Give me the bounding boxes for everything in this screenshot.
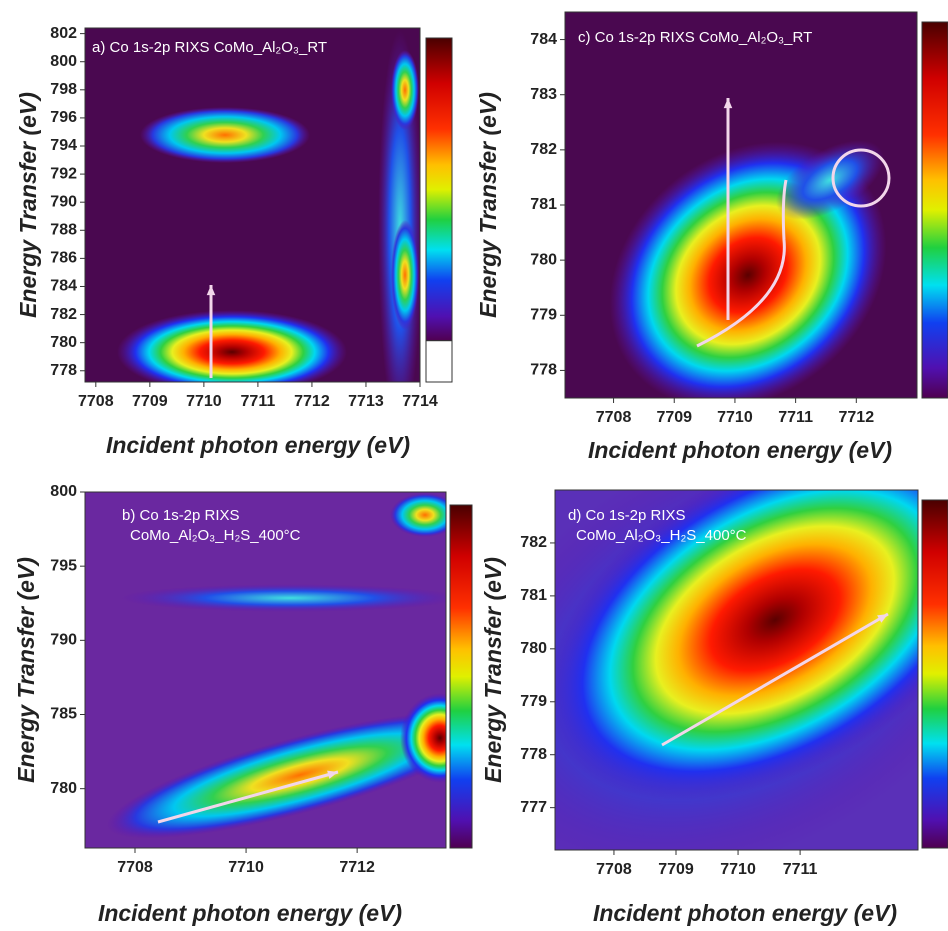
arrow-head <box>327 770 338 779</box>
x-tick-label: 7711 <box>778 409 813 426</box>
intensity-region <box>140 107 310 163</box>
y-tick-label: 786 <box>50 250 77 267</box>
y-tick-label: 790 <box>50 632 77 649</box>
y-axis-label: Energy Transfer (eV) <box>15 92 41 318</box>
arrow-head <box>877 614 888 623</box>
x-tick-label: 7710 <box>186 393 222 410</box>
arrow <box>661 612 889 747</box>
y-tick-label: 784 <box>50 278 77 295</box>
intensity-region <box>117 310 347 382</box>
x-tick-label: 7708 <box>117 859 153 876</box>
highlight-circle <box>831 148 891 208</box>
y-tick-label: 781 <box>520 587 547 604</box>
y-tick-label: 778 <box>520 746 547 763</box>
x-tick-label: 7713 <box>348 393 384 410</box>
y-tick-label: 780 <box>520 640 547 657</box>
x-tick-label: 7708 <box>596 861 632 878</box>
intensity-region <box>391 50 419 130</box>
y-tick-label: 778 <box>50 362 77 379</box>
x-tick-label: 7712 <box>339 859 375 876</box>
heatmap <box>565 12 917 398</box>
y-tick-label: 780 <box>50 334 77 351</box>
x-tick-label: 7709 <box>658 861 694 878</box>
x-tick-label: 7711 <box>241 393 276 410</box>
x-tick-label: 7710 <box>717 409 753 426</box>
x-tick-label: 7709 <box>656 409 692 426</box>
panel: 7708 7709 7710 7711 777 778 779 780 781 782 d) Co … <box>480 489 948 926</box>
y-tick-label: 779 <box>530 307 557 324</box>
y-axis-label: Energy Transfer (eV) <box>480 557 506 783</box>
x-tick-label: 7708 <box>78 393 114 410</box>
plot-frame <box>84 491 447 849</box>
arrow <box>157 770 339 824</box>
arrow-head <box>723 98 733 109</box>
trend-curve <box>696 179 788 348</box>
x-tick-label: 7714 <box>402 393 438 410</box>
plot-frame <box>554 489 919 851</box>
intensity-region <box>555 490 918 801</box>
y-tick-label: 780 <box>530 251 557 268</box>
x-tick-label: 7710 <box>228 859 264 876</box>
intensity-region <box>391 220 419 330</box>
y-tick-label: 796 <box>50 109 77 126</box>
y-tick-label: 778 <box>530 362 557 379</box>
y-axis-label: Energy Transfer (eV) <box>475 92 501 318</box>
y-tick-label: 800 <box>50 483 77 500</box>
y-tick-label: 802 <box>50 25 77 42</box>
x-tick-label: 7709 <box>132 393 168 410</box>
y-tick-label: 788 <box>50 222 77 239</box>
y-tick-label: 798 <box>50 81 77 98</box>
intensity-region <box>400 693 446 783</box>
x-axis-label: Incident photon energy (eV) <box>593 900 897 926</box>
y-tick-label: 795 <box>50 557 77 574</box>
panel-title: c) Co 1s-2p RIXS CoMo_Al₂O₃_RT <box>578 29 812 46</box>
colorbar <box>425 37 453 342</box>
panel-title: CoMo_Al₂O₃_H₂S_400°C <box>576 527 747 544</box>
panel-title: a) Co 1s-2p RIXS CoMo_Al₂O₃_RT <box>92 39 327 56</box>
panel-title: d) Co 1s-2p RIXS <box>568 507 686 524</box>
panel: 7708 7709 7710 7711 7712 778 779 780 781 782 783 78… <box>475 11 948 463</box>
x-tick-label: 7711 <box>783 861 818 878</box>
panel-title: CoMo_Al₂O₃_H₂S_400°C <box>130 527 301 544</box>
x-tick-label: 7710 <box>720 861 756 878</box>
y-tick-label: 794 <box>50 137 77 154</box>
x-axis-label: Incident photon energy (eV) <box>588 437 892 463</box>
y-tick-label: 800 <box>50 53 77 70</box>
y-tick-label: 777 <box>520 799 547 816</box>
colorbar <box>921 499 948 849</box>
x-tick-label: 7708 <box>596 409 632 426</box>
y-tick-label: 784 <box>530 31 557 48</box>
heatmap <box>85 28 420 382</box>
y-tick-label: 780 <box>50 780 77 797</box>
heatmap <box>555 490 918 850</box>
y-tick-label: 782 <box>530 141 557 158</box>
plot-frame <box>84 27 421 383</box>
panel: 7708 7710 7712 780 785 790 795 800 b) Co 1s-2p R… <box>13 483 473 926</box>
x-tick-label: 7712 <box>294 393 330 410</box>
arrow-head <box>206 285 216 296</box>
x-axis-label: Incident photon energy (eV) <box>98 900 402 926</box>
colorbar-blank <box>425 340 453 383</box>
intensity-region <box>106 711 446 839</box>
y-tick-label: 781 <box>530 196 557 213</box>
panel: 7708 7709 7710 7711 7712 7713 7714 778 780 782 784… <box>15 25 453 458</box>
y-axis-label: Energy Transfer (eV) <box>13 557 39 783</box>
intensity-region <box>390 493 446 537</box>
x-tick-label: 7712 <box>839 409 875 426</box>
intensity-region <box>120 584 446 612</box>
heatmap <box>85 492 446 848</box>
y-tick-label: 785 <box>50 706 77 723</box>
y-tick-label: 782 <box>520 534 547 551</box>
y-tick-label: 792 <box>50 165 77 182</box>
intensity-region <box>775 140 885 220</box>
colorbar <box>449 504 473 849</box>
x-axis-label: Incident photon energy (eV) <box>106 432 410 458</box>
y-tick-label: 782 <box>50 306 77 323</box>
panel-title: b) Co 1s-2p RIXS <box>122 507 240 524</box>
y-tick-label: 783 <box>530 86 557 103</box>
y-tick-label: 779 <box>520 693 547 710</box>
y-tick-label: 790 <box>50 193 77 210</box>
colorbar <box>921 21 948 399</box>
